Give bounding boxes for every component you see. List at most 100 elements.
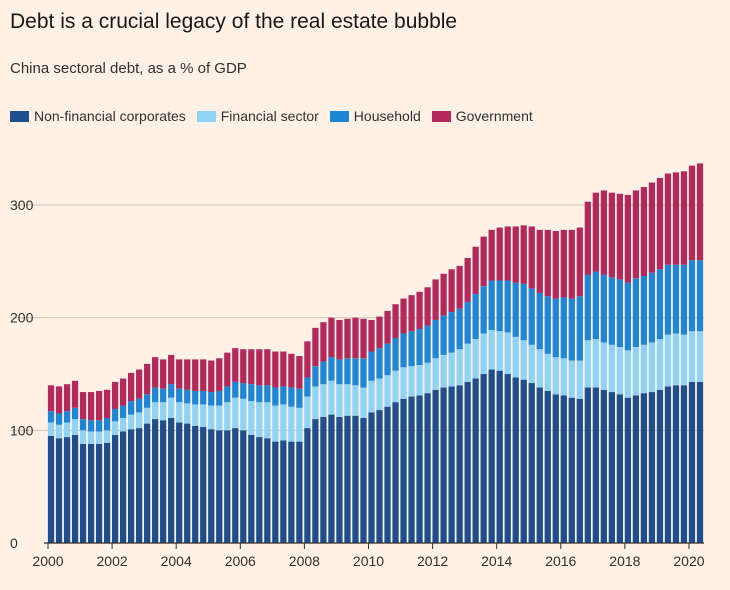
bar-segment-government [95, 390, 103, 421]
bar-segment-non-financial-corporates [448, 386, 455, 543]
bar-segment-government [63, 384, 71, 412]
bar-segment-government [384, 310, 391, 344]
legend-label: Household [353, 108, 421, 124]
bar-segment-non-financial-corporates [47, 435, 55, 543]
bar-segment-household [376, 348, 383, 379]
bar-segment-financial-sector [280, 404, 287, 441]
bar-segment-household [480, 286, 487, 334]
y-tick-label: 100 [10, 422, 34, 438]
bar-segment-financial-sector [528, 344, 535, 384]
legend-item-financial-sector: Financial sector [196, 108, 319, 124]
bar-segment-household [360, 358, 367, 388]
bar-segment-government [416, 291, 423, 329]
bar-segment-household [272, 387, 279, 406]
bar-segment-government [312, 327, 319, 367]
bar-segment-household [552, 298, 559, 358]
bar-segment-household [144, 394, 151, 408]
bar-segment-non-financial-corporates [688, 381, 696, 543]
bar-segment-government [288, 353, 295, 388]
bar-segment-non-financial-corporates [264, 438, 271, 543]
bar-segment-household [664, 264, 672, 335]
bar-segment-household [200, 390, 207, 405]
bar-segment-government [424, 287, 431, 326]
bar-segment-financial-sector [688, 331, 696, 382]
bar-segment-government [552, 230, 559, 299]
x-tick-label: 2002 [97, 553, 128, 569]
bar-segment-government [128, 372, 135, 402]
bar-segment-household [208, 392, 215, 406]
bar-segment-government [352, 317, 359, 359]
bar-segment-household [55, 413, 63, 425]
bar-segment-household [384, 343, 391, 376]
bar-segment-financial-sector [304, 396, 311, 429]
bar-segment-financial-sector [408, 366, 415, 397]
bar-segment-non-financial-corporates [568, 397, 575, 543]
bar-segment-non-financial-corporates [176, 422, 183, 543]
bar-segment-household [656, 269, 664, 340]
bar-segment-government [336, 319, 343, 360]
bar-segment-household [95, 420, 103, 432]
bar-segment-household [264, 385, 271, 403]
bar-segment-non-financial-corporates [128, 429, 135, 543]
bar-segment-financial-sector [288, 406, 295, 442]
bar-segment-non-financial-corporates [464, 381, 471, 543]
bar-segment-government [368, 319, 375, 352]
bar-segment-non-financial-corporates [296, 441, 303, 543]
bar-segment-non-financial-corporates [496, 370, 503, 543]
bar-segment-household [168, 384, 175, 398]
bar-segment-financial-sector [79, 430, 87, 444]
bar-segment-non-financial-corporates [480, 374, 487, 543]
bar-segment-non-financial-corporates [288, 441, 295, 543]
bar-segment-government [672, 172, 680, 265]
bar-segment-non-financial-corporates [552, 394, 559, 543]
bar-segment-non-financial-corporates [544, 390, 551, 543]
bar-segment-household [680, 264, 688, 335]
bar-segment-household [440, 315, 447, 355]
bar-segment-financial-sector [424, 362, 431, 394]
bar-segment-government [544, 229, 551, 297]
bar-segment-financial-sector [328, 380, 335, 415]
bar-segment-government [584, 201, 591, 275]
bar-segment-household [87, 420, 95, 432]
bar-segment-non-financial-corporates [488, 369, 495, 543]
bar-segment-financial-sector [432, 358, 439, 390]
bar-segment-non-financial-corporates [696, 381, 704, 543]
bar-segment-financial-sector [248, 401, 255, 435]
bar-segment-household [632, 278, 640, 347]
bar-segment-financial-sector [576, 360, 583, 399]
bar-segment-financial-sector [552, 357, 559, 395]
bar-segment-government [240, 349, 247, 384]
bar-segment-financial-sector [504, 332, 511, 375]
bar-segment-non-financial-corporates [168, 417, 175, 543]
bar-segment-financial-sector [344, 384, 351, 416]
bar-segment-financial-sector [416, 365, 423, 396]
bar-segment-financial-sector [496, 331, 503, 371]
bar-segment-non-financial-corporates [184, 423, 191, 543]
bar-segment-financial-sector [392, 370, 399, 403]
y-tick-label: 300 [10, 197, 34, 213]
bar-segment-financial-sector [136, 412, 143, 429]
bar-segment-financial-sector [464, 343, 471, 382]
bar-segment-financial-sector [103, 430, 111, 443]
bar-segment-non-financial-corporates [680, 385, 688, 543]
bar-segment-household [111, 408, 119, 422]
x-tick-label: 2016 [545, 553, 576, 569]
bar-segment-financial-sector [680, 334, 688, 386]
bar-segment-financial-sector [71, 419, 79, 435]
bar-segment-non-financial-corporates [224, 430, 231, 543]
bar-segment-financial-sector [360, 387, 367, 418]
bar-segment-household [152, 387, 159, 403]
bar-segment-non-financial-corporates [632, 395, 640, 543]
bar-segment-non-financial-corporates [472, 378, 479, 543]
bar-segment-household [424, 325, 431, 363]
bar-segment-financial-sector [440, 354, 447, 388]
bar-segment-government [344, 318, 351, 359]
bar-segment-government [408, 295, 415, 332]
legend-item-government: Government [431, 108, 533, 124]
bar-segment-household [528, 288, 535, 345]
bar-segment-government [304, 341, 311, 378]
bar-segment-government [608, 192, 615, 278]
bar-segment-financial-sector [312, 386, 319, 420]
bar-segment-non-financial-corporates [336, 416, 343, 543]
bar-segment-non-financial-corporates [368, 412, 375, 543]
